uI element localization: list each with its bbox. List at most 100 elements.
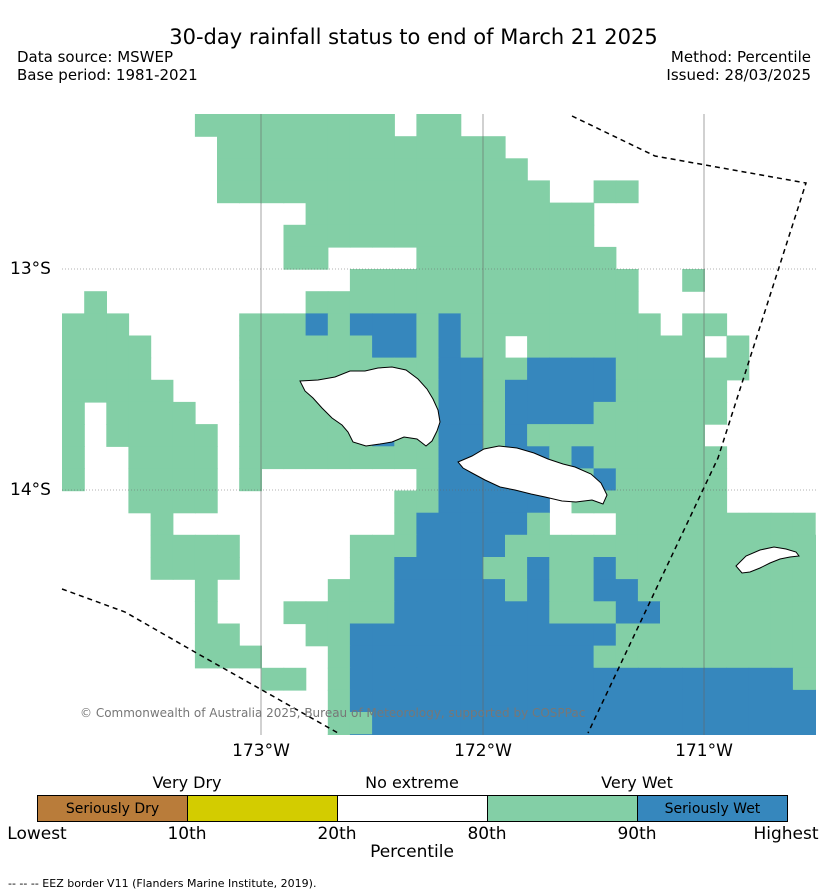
- grid-cell-very-wet: [172, 401, 196, 425]
- grid-cell-very-wet: [349, 114, 373, 137]
- grid-cell-very-wet: [615, 512, 639, 536]
- grid-cell-seriously-wet: [416, 512, 440, 536]
- grid-cell-seriously-wet: [394, 313, 418, 337]
- grid-cell-very-wet: [682, 335, 705, 359]
- grid-cell-very-wet: [394, 202, 418, 226]
- grid-cell-very-wet: [261, 180, 285, 204]
- grid-cell-very-wet: [505, 202, 528, 226]
- grid-cell-very-wet: [770, 623, 794, 647]
- grid-cell-seriously-wet: [416, 623, 440, 647]
- grid-cell-very-wet: [349, 446, 373, 470]
- grid-cell-very-wet: [660, 512, 683, 536]
- grid-cell-very-wet: [660, 401, 683, 425]
- grid-cell-very-wet: [482, 269, 506, 292]
- grid-cell-very-wet: [571, 557, 595, 580]
- grid-cell-seriously-wet: [770, 712, 794, 735]
- grid-cell-very-wet: [726, 601, 750, 625]
- grid-cell-very-wet: [327, 313, 351, 337]
- grid-cell-very-wet: [527, 180, 550, 204]
- grid-cell-very-wet: [394, 180, 418, 204]
- grid-cell-very-wet: [327, 734, 351, 735]
- grid-cell-seriously-wet: [770, 667, 794, 691]
- grid-cell-seriously-wet: [394, 557, 418, 580]
- grid-cell-seriously-wet: [438, 446, 462, 470]
- grid-cell-very-wet: [482, 202, 506, 226]
- grid-cell-very-wet: [283, 224, 307, 248]
- island-tutuila: [735, 546, 800, 574]
- grid-cell-seriously-wet: [460, 557, 484, 580]
- grid-cell-seriously-wet: [349, 623, 373, 647]
- grid-cell-very-wet: [283, 401, 307, 425]
- grid-cell-very-wet: [349, 601, 373, 625]
- grid-cell-very-wet: [327, 689, 351, 713]
- grid-cell-very-wet: [239, 313, 262, 337]
- grid-cell-very-wet: [261, 667, 285, 691]
- grid-cell-seriously-wet: [349, 689, 373, 713]
- grid-cell-very-wet: [327, 224, 351, 248]
- grid-cell-seriously-wet: [438, 401, 462, 425]
- grid-cell-very-wet: [416, 357, 440, 381]
- grid-cell-very-wet: [84, 335, 107, 359]
- eez-border: [61, 115, 807, 734]
- grid-cell-very-wet: [792, 623, 816, 647]
- grid-cell-very-wet: [571, 291, 595, 314]
- grid-cell-very-wet: [438, 180, 462, 204]
- grid-cell-very-wet: [416, 291, 440, 314]
- grid-cell-seriously-wet: [372, 645, 395, 669]
- grid-cell-very-wet: [327, 180, 351, 204]
- grid-cell-very-wet: [261, 401, 285, 425]
- copyright-notice: © Commonwealth of Australia 2025, Bureau…: [80, 706, 586, 720]
- grid-cell-very-wet: [637, 468, 661, 492]
- grid-cell-seriously-wet: [815, 734, 816, 735]
- grid-cell-very-wet: [527, 424, 550, 447]
- grid-cell-very-wet: [593, 645, 617, 669]
- grid-cell-very-wet: [62, 335, 85, 359]
- grid-cell-seriously-wet: [416, 534, 440, 558]
- grid-cell-very-wet: [217, 623, 240, 647]
- grid-cell-very-wet: [128, 490, 152, 514]
- grid-cell-very-wet: [438, 224, 462, 248]
- grid-cell-seriously-wet: [438, 468, 462, 492]
- grid-cell-seriously-wet: [372, 623, 395, 647]
- grid-cell-very-wet: [704, 379, 728, 403]
- grid-cell-very-wet: [748, 579, 772, 602]
- grid-cell-seriously-wet: [305, 313, 329, 337]
- legend-category-very-dry: Very Dry: [152, 773, 222, 792]
- grid-cell-very-wet: [460, 136, 484, 159]
- grid-cell-very-wet: [239, 335, 262, 359]
- grid-cell-very-wet: [150, 379, 174, 403]
- grid-cell-seriously-wet: [549, 667, 573, 691]
- grid-cell-very-wet: [770, 601, 794, 625]
- legend-tick-90th: 90th: [617, 824, 657, 844]
- grid-cell-seriously-wet: [637, 689, 661, 713]
- grid-cell-very-wet: [527, 313, 550, 337]
- grid-cell-very-wet: [327, 601, 351, 625]
- grid-cell-very-wet: [637, 313, 661, 337]
- legend-box-no-extreme: [337, 795, 488, 822]
- legend-tick-lowest: Lowest: [7, 824, 67, 844]
- grid-cell-very-wet: [394, 534, 418, 558]
- grid-cell-very-wet: [416, 468, 440, 492]
- grid-cell-very-wet: [416, 335, 440, 359]
- grid-cell-very-wet: [482, 224, 506, 248]
- grid-cell-very-wet: [615, 379, 639, 403]
- grid-cell-very-wet: [615, 269, 639, 292]
- grid-cell-very-wet: [62, 401, 85, 425]
- grid-cell-very-wet: [505, 291, 528, 314]
- grid-cell-very-wet: [239, 401, 262, 425]
- legend-tick-highest: Highest: [753, 824, 819, 844]
- grid-cell-very-wet: [482, 180, 506, 204]
- grid-cell-very-wet: [527, 202, 550, 226]
- grid-cell-seriously-wet: [571, 379, 595, 403]
- grid-cell-seriously-wet: [505, 623, 528, 647]
- grid-cell-seriously-wet: [615, 667, 639, 691]
- grid-cell-seriously-wet: [438, 313, 462, 337]
- grid-cell-very-wet: [593, 246, 617, 270]
- grid-cell-very-wet: [416, 269, 440, 292]
- grid-cell-very-wet: [394, 291, 418, 314]
- grid-cell-very-wet: [505, 557, 528, 580]
- grid-cell-seriously-wet: [637, 734, 661, 735]
- grid-cell-very-wet: [194, 424, 218, 447]
- grid-cell-very-wet: [327, 667, 351, 691]
- grid-cell-seriously-wet: [416, 557, 440, 580]
